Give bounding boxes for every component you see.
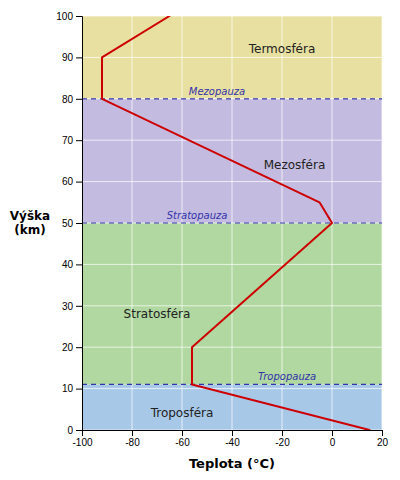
y-axis-tick: 50 — [62, 218, 82, 229]
zones — [82, 16, 382, 430]
grid-line-y — [82, 347, 382, 348]
zone-label: Mezosféra — [264, 158, 326, 172]
pause-label: Tropopauza — [258, 371, 316, 382]
pause-lines — [82, 99, 382, 385]
x-axis-tick: -80 — [125, 430, 140, 448]
x-axis: -100 -80 -60 -40 -20 0 20 — [72, 430, 388, 448]
y-axis-tick-mark — [76, 306, 82, 307]
x-axis-tick-label: -100 — [72, 437, 92, 448]
x-axis-title: Teplota (°C) — [189, 456, 275, 471]
y-axis-tick-mark — [76, 99, 82, 100]
y-axis-tick: 30 — [62, 301, 82, 312]
y-axis-tick: 80 — [62, 94, 82, 105]
x-axis-tick-mark — [332, 430, 333, 436]
y-axis-title-line: (km) — [14, 223, 45, 237]
grid-line-y — [82, 140, 382, 141]
temperature-line — [102, 16, 370, 430]
x-axis-tick: -20 — [275, 430, 290, 448]
y-axis-line — [76, 17, 83, 431]
y-axis: 0 10 20 30 40 50 60 70 80 90 100 — [56, 11, 82, 436]
y-axis-tick-label: 40 — [62, 259, 74, 270]
plot-area — [82, 16, 382, 430]
x-axis-tick: -40 — [225, 430, 240, 448]
grid-line-y — [82, 430, 382, 431]
pause-label: Stratopauza — [167, 210, 228, 221]
x-axis-tick-mark — [232, 430, 233, 436]
chart-container: -100 -80 -60 -40 -20 0 20 0 10 20 30 40 50 60 70 80 90 10… — [0, 0, 400, 480]
x-axis-tick-label: 0 — [330, 437, 336, 448]
y-axis-tick-mark — [76, 389, 82, 390]
x-axis-tick: 20 — [377, 430, 389, 448]
x-axis-tick-label: -60 — [175, 437, 190, 448]
y-axis-tick: 0 — [67, 425, 82, 436]
y-axis-tick-label: 70 — [62, 135, 74, 146]
grid-line-y — [82, 223, 382, 224]
y-axis-tick-mark — [76, 182, 82, 183]
zone-labels: Troposféra Stratosféra Mezosféra Termosféra — [124, 42, 326, 420]
x-axis-tick-label: -80 — [125, 437, 140, 448]
pause-line — [82, 98, 382, 99]
y-axis-tick: 70 — [62, 135, 82, 146]
grid-line-y — [82, 181, 382, 182]
y-axis-title-line: Výška — [10, 209, 50, 223]
y-axis-tick-label: 0 — [67, 425, 73, 436]
y-axis-tick-mark — [76, 57, 82, 58]
x-axis-tick: -60 — [175, 430, 190, 448]
x-axis-tick-mark — [132, 430, 133, 436]
chart: -100 -80 -60 -40 -20 0 20 0 10 20 30 40 50 60 70 80 90 10… — [0, 0, 400, 480]
grid-line-y — [82, 57, 382, 58]
zone-label: Termosféra — [248, 42, 316, 56]
y-axis-tick: 90 — [62, 52, 82, 63]
x-axis-tick-label: -40 — [225, 437, 240, 448]
y-axis-tick-mark — [76, 140, 82, 141]
x-axis-tick-mark — [182, 430, 183, 436]
y-axis-tick: 20 — [62, 342, 82, 353]
y-axis-tick: 100 — [56, 11, 82, 22]
pause-label: Mezopauza — [189, 86, 245, 97]
x-axis-tick: 0 — [330, 430, 336, 448]
y-axis-tick: 10 — [62, 383, 82, 394]
pause-line — [82, 222, 382, 223]
y-axis-tick-label: 10 — [62, 383, 74, 394]
y-axis-tick-mark — [76, 430, 82, 431]
x-axis-tick-label: -20 — [275, 437, 290, 448]
pause-line — [82, 384, 382, 385]
y-axis-title: Výška(km) — [10, 209, 50, 237]
zone-label: Troposféra — [150, 406, 214, 420]
y-axis-tick-mark — [76, 347, 82, 348]
grid-line-y — [82, 98, 382, 99]
y-axis-tick-label: 80 — [62, 94, 74, 105]
grid — [82, 16, 382, 430]
y-axis-tick-label: 60 — [62, 176, 74, 187]
grid-line-y — [82, 16, 382, 17]
x-axis-tick-label: 20 — [377, 437, 389, 448]
x-axis-tick-mark — [382, 430, 383, 436]
y-axis-tick-mark — [76, 264, 82, 265]
pause-labels: Tropopauza Stratopauza Mezopauza — [167, 86, 316, 383]
y-axis-tick-mark — [76, 223, 82, 224]
x-axis-tick-mark — [282, 430, 283, 436]
y-axis-tick-label: 50 — [62, 218, 74, 229]
y-axis-tick: 60 — [62, 176, 82, 187]
x-axis-tick: -100 — [72, 430, 92, 448]
y-axis-tick-label: 90 — [62, 52, 74, 63]
y-axis-tick-mark — [76, 16, 82, 17]
zone-label: Stratosféra — [124, 307, 191, 321]
y-axis-tick-label: 30 — [62, 301, 74, 312]
y-axis-tick-label: 20 — [62, 342, 74, 353]
x-axis-line — [83, 431, 383, 437]
y-axis-tick-label: 100 — [56, 11, 73, 22]
y-axis-tick: 40 — [62, 259, 82, 270]
grid-line-y — [82, 388, 382, 389]
grid-line-y — [82, 264, 382, 265]
